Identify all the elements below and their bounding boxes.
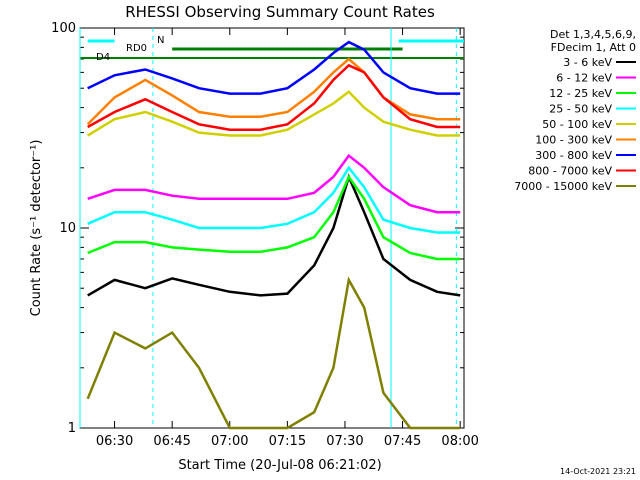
legend-label-4: 50 - 100 keV [542, 118, 612, 131]
x-tick-label-4: 07:30 [326, 434, 363, 449]
series-line-0 [87, 173, 461, 297]
series-line-7 [87, 63, 461, 131]
x-axis-label: Start Time (20-Jul-08 06:21:02) [178, 458, 381, 473]
legend-label-3: 25 - 50 keV [549, 103, 612, 116]
plot-area: 06:30 06:45 07:00 07:15 07:30 07:45 08:00 1 10 10… [51, 21, 479, 449]
x-tick-label-2: 07:00 [211, 434, 248, 449]
x-tick-label-6: 08:00 [441, 434, 478, 449]
legend-header-line1: Det 1,3,4,5,6,9, [550, 28, 636, 41]
x-tick-label-3: 07:15 [269, 434, 306, 449]
y-tick-label-2: 100 [51, 21, 76, 36]
x-tick-label-5: 07:45 [384, 434, 421, 449]
legend-label-8: 7000 - 15000 keV [514, 180, 612, 193]
series-line-2 [87, 174, 461, 261]
legend-label-2: 12 - 25 keV [549, 87, 612, 100]
series-line-4 [87, 90, 461, 137]
legend-label-5: 100 - 300 keV [535, 134, 612, 147]
flag-label-n: N [157, 35, 164, 46]
legend-label-7: 800 - 7000 keV [528, 165, 612, 178]
legend-label-1: 6 - 12 keV [556, 72, 612, 85]
legend-header-line2: FDecim 1, Att 0 [551, 41, 636, 54]
series-line-6 [87, 40, 461, 95]
flag-label-d4: D4 [96, 52, 110, 63]
series-line-5 [86, 57, 461, 126]
series-line-1 [87, 153, 461, 214]
y-tick-label-0: 1 [68, 421, 76, 436]
series-line-8 [86, 276, 461, 430]
flag-label-rd0: RD0 [126, 43, 147, 54]
y-tick-label-1: 10 [59, 221, 76, 236]
chart-title: RHESSI Observing Summary Count Rates [125, 3, 435, 21]
x-tick-label-0: 06:30 [96, 434, 133, 449]
x-tick-label-1: 06:45 [153, 434, 190, 449]
legend-label-6: 300 - 800 keV [535, 149, 612, 162]
legend-label-0: 3 - 6 keV [563, 56, 612, 69]
footer-date: 14-Oct-2021 23:21 [560, 467, 636, 476]
legend: 3 - 6 keV 6 - 12 keV 12 - 25 keV 25 - 50 ke… [514, 56, 636, 193]
series-line-3 [87, 165, 461, 234]
y-axis-label: Count Rate (s⁻¹ detector⁻¹) [29, 140, 44, 317]
